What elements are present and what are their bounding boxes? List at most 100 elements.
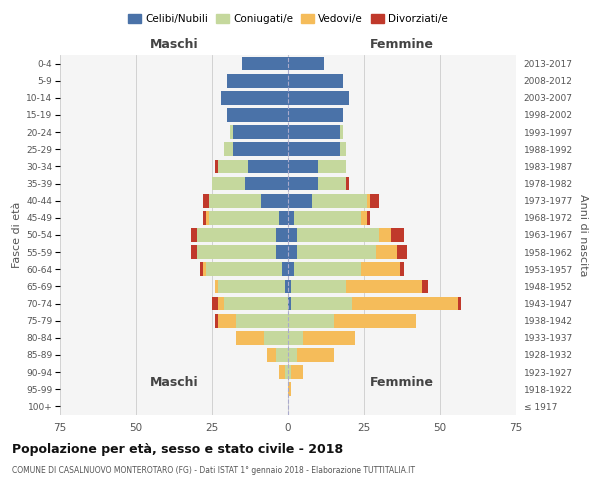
Y-axis label: Fasce di età: Fasce di età	[12, 202, 22, 268]
Bar	[285, 280, 288, 293]
Text: Maschi: Maschi	[149, 38, 199, 52]
Text: COMUNE DI CASALNUOVO MONTEROTARO (FG) - Dati ISTAT 1° gennaio 2018 - Elaborazion: COMUNE DI CASALNUOVO MONTEROTARO (FG) - …	[12, 466, 415, 475]
Bar	[297, 246, 376, 259]
Bar	[236, 331, 263, 344]
Bar	[291, 296, 352, 310]
Bar	[276, 348, 288, 362]
Bar	[263, 331, 288, 344]
Bar	[236, 314, 288, 328]
Bar	[288, 262, 294, 276]
Bar	[291, 366, 303, 379]
Bar	[288, 108, 343, 122]
Bar	[288, 296, 291, 310]
Text: Femmine: Femmine	[370, 38, 434, 52]
Bar	[288, 280, 291, 293]
Bar	[367, 194, 370, 207]
Bar	[313, 194, 367, 207]
Bar	[352, 296, 458, 310]
Bar	[279, 211, 288, 224]
Bar	[230, 126, 233, 139]
Bar	[248, 160, 288, 173]
Bar	[203, 262, 206, 276]
Bar	[218, 280, 285, 293]
Bar	[288, 331, 303, 344]
Bar	[422, 280, 428, 293]
Bar	[218, 314, 236, 328]
Bar	[288, 160, 319, 173]
Bar	[276, 228, 288, 242]
Bar	[288, 366, 291, 379]
Bar	[215, 160, 218, 173]
Bar	[209, 211, 279, 224]
Bar	[288, 91, 349, 104]
Bar	[303, 331, 355, 344]
Bar	[227, 74, 288, 88]
Bar	[288, 348, 297, 362]
Bar	[288, 228, 297, 242]
Bar	[346, 280, 422, 293]
Bar	[291, 280, 346, 293]
Bar	[370, 194, 379, 207]
Bar	[191, 228, 197, 242]
Bar	[197, 228, 276, 242]
Bar	[279, 366, 285, 379]
Bar	[200, 262, 203, 276]
Bar	[361, 262, 400, 276]
Bar	[297, 348, 334, 362]
Bar	[242, 56, 288, 70]
Bar	[206, 262, 282, 276]
Bar	[334, 314, 416, 328]
Bar	[224, 296, 288, 310]
Bar	[218, 296, 224, 310]
Bar	[212, 176, 245, 190]
Bar	[215, 280, 218, 293]
Bar	[233, 142, 288, 156]
Bar	[297, 228, 379, 242]
Bar	[288, 142, 340, 156]
Bar	[282, 262, 288, 276]
Bar	[319, 160, 346, 173]
Bar	[233, 126, 288, 139]
Bar	[215, 314, 218, 328]
Bar	[285, 366, 288, 379]
Bar	[340, 142, 346, 156]
Bar	[391, 228, 404, 242]
Bar	[276, 246, 288, 259]
Bar	[260, 194, 288, 207]
Text: Femmine: Femmine	[370, 376, 434, 388]
Bar	[288, 211, 294, 224]
Bar	[221, 91, 288, 104]
Bar	[379, 228, 391, 242]
Bar	[294, 262, 361, 276]
Bar	[203, 211, 206, 224]
Bar	[361, 211, 367, 224]
Bar	[458, 296, 461, 310]
Bar	[245, 176, 288, 190]
Bar	[288, 382, 291, 396]
Bar	[288, 176, 319, 190]
Bar	[224, 142, 233, 156]
Bar	[209, 194, 260, 207]
Bar	[288, 246, 297, 259]
Text: Maschi: Maschi	[149, 376, 199, 388]
Bar	[212, 296, 218, 310]
Bar	[191, 246, 197, 259]
Bar	[367, 211, 370, 224]
Bar	[288, 314, 334, 328]
Bar	[340, 126, 343, 139]
Bar	[203, 194, 209, 207]
Text: Popolazione per età, sesso e stato civile - 2018: Popolazione per età, sesso e stato civil…	[12, 442, 343, 456]
Bar	[288, 74, 343, 88]
Bar	[288, 126, 340, 139]
Bar	[206, 211, 209, 224]
Bar	[197, 246, 276, 259]
Bar	[218, 160, 248, 173]
Bar	[288, 56, 325, 70]
Y-axis label: Anni di nascita: Anni di nascita	[578, 194, 589, 276]
Bar	[267, 348, 276, 362]
Bar	[346, 176, 349, 190]
Bar	[376, 246, 397, 259]
Bar	[400, 262, 404, 276]
Bar	[227, 108, 288, 122]
Bar	[288, 194, 313, 207]
